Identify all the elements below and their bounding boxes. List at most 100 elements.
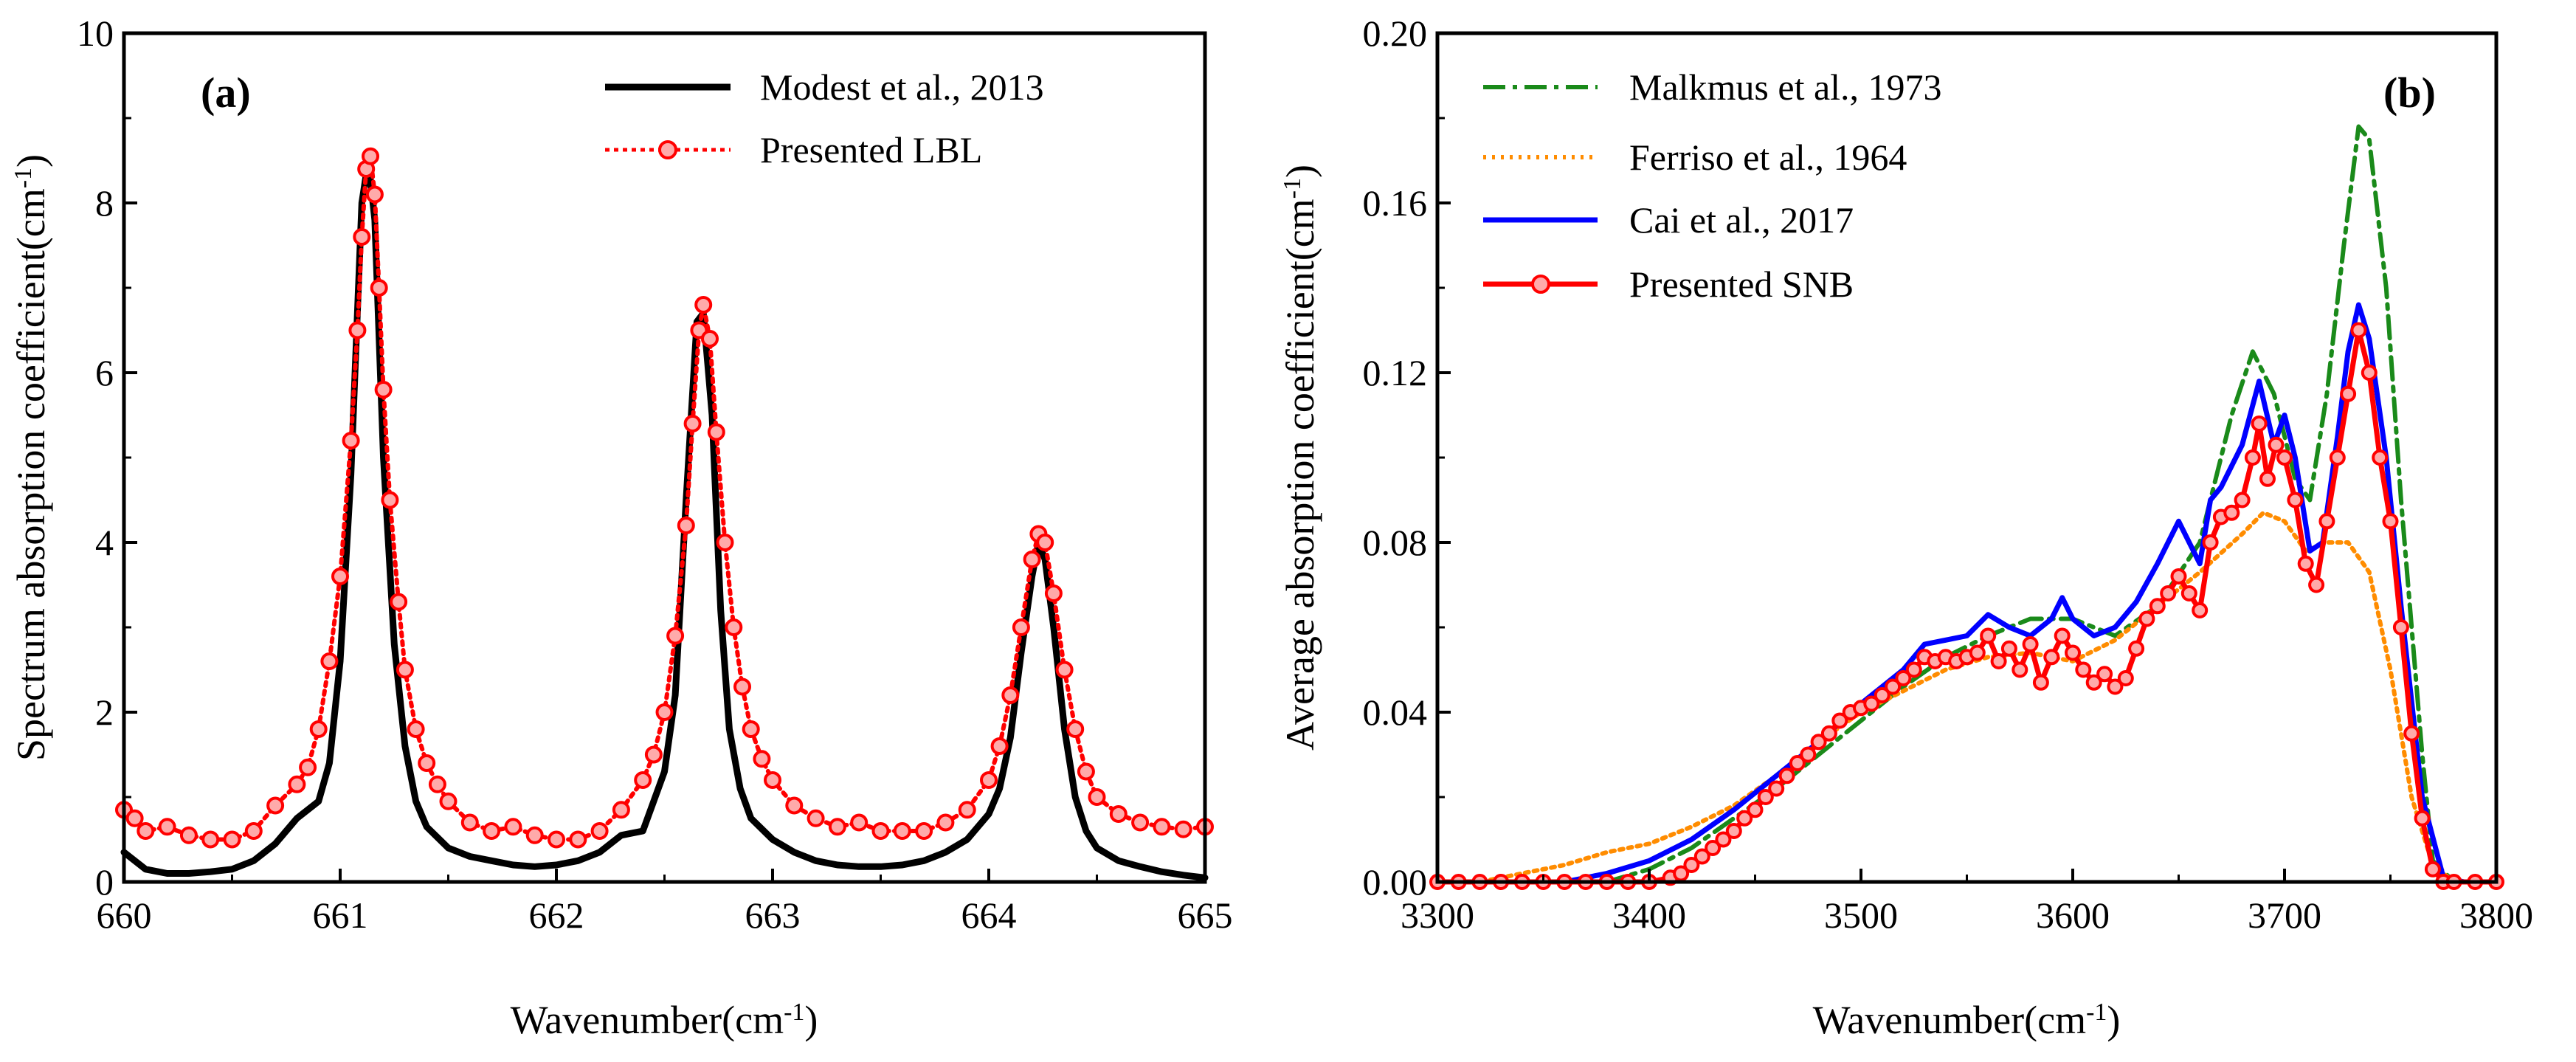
panel-b-data-point-presented-snb	[1810, 734, 1827, 751]
panel-b-data-point-presented-snb	[1990, 653, 2007, 669]
panel-b-label: (b)	[2383, 69, 2436, 117]
panel-b-data-point-presented-snb	[2223, 504, 2240, 521]
panel-a-data-point-presented-lbl	[428, 775, 446, 793]
panel-a-data-point-presented-lbl	[266, 796, 285, 815]
panel-b-data-point-presented-snb	[1715, 831, 1732, 848]
panel-b-y-tick-label: 0.08	[1363, 522, 1428, 563]
panel-a-data-point-presented-lbl	[725, 618, 743, 636]
panel-b-data-point-presented-snb	[2259, 470, 2276, 487]
panel-a-data-point-presented-lbl	[828, 818, 846, 836]
panel-a-data-point-presented-lbl	[525, 826, 544, 844]
panel-a-legend: Modest et al., 2013 Presented LBL	[605, 66, 1044, 170]
panel-a-data-point-presented-lbl	[1077, 762, 1095, 781]
panel-a-data-point-presented-lbl	[694, 296, 713, 314]
panel-b-chart: 3300 3400 3500 3600 3700 3800 0.00 0.04 0.08 0.12…	[1278, 13, 2533, 1042]
panel-a-data-point-presented-lbl	[418, 754, 436, 772]
panel-b-data-point-presented-snb	[2251, 416, 2268, 432]
panel-b-data-point-presented-snb	[1831, 712, 1848, 729]
panel-a-series-line-presented-lbl	[122, 154, 1207, 842]
panel-a-data-point-presented-lbl	[753, 750, 771, 768]
panel-a-data-point-presented-lbl	[915, 822, 933, 840]
panel-a-data-point-presented-lbl	[299, 758, 317, 776]
panel-a-data-point-presented-lbl	[1001, 686, 1020, 704]
panel-a-series-line-modest-et-al-2013	[120, 157, 1209, 881]
panel-a-data-point-presented-lbl	[381, 491, 399, 509]
panel-a-data-point-presented-lbl	[348, 321, 367, 339]
panel-a-data-point-presented-lbl	[407, 720, 425, 738]
panel-b-data-point-presented-snb	[2308, 576, 2325, 593]
panel-a-data-point-presented-lbl	[871, 822, 890, 840]
panel-a-y-tick-label: 6	[95, 352, 114, 393]
panel-a-data-point-presented-lbl	[850, 813, 869, 832]
panel-a-y-tick-label: 2	[95, 692, 114, 733]
panel-b-y-tick-label: 0.20	[1363, 13, 1428, 54]
panel-a-data-point-presented-lbl	[807, 809, 825, 827]
legend-label-lbl: Presented LBL	[760, 129, 982, 170]
panel-b-data-point-presented-snb	[2268, 436, 2285, 453]
panel-a-data-point-presented-lbl	[244, 822, 263, 840]
panel-b-data-point-presented-snb	[2022, 636, 2039, 652]
panel-a-data-point-presented-lbl	[644, 745, 663, 764]
panel-b-data-point-presented-snb	[1800, 746, 1817, 763]
panel-a-data-point-presented-lbl	[390, 593, 408, 611]
panel-a-x-tick-label: 664	[961, 894, 1017, 936]
panel-a-data-point-presented-lbl	[1055, 661, 1074, 679]
panel-b-data-point-presented-snb	[1905, 661, 1922, 678]
legend-label-snb: Presented SNB	[1629, 263, 1854, 305]
panel-a-data-point-presented-lbl	[666, 627, 685, 645]
panel-a-data-point-presented-lbl	[655, 703, 674, 721]
panel-b-data-point-presented-snb	[2160, 585, 2177, 601]
panel-b-series-line-ferriso-et-al-1964	[1435, 510, 2499, 884]
panel-b-data-point-presented-snb	[2382, 513, 2399, 530]
panel-a-data-point-presented-lbl	[396, 661, 414, 679]
panel-b-marks	[1429, 124, 2504, 890]
panel-a-data-point-presented-lbl	[785, 796, 804, 815]
panel-a-chart: 660 661 662 663 664 665 0 2 4 6 8 10 (a) Modest et …	[9, 13, 1233, 1042]
panel-a-data-point-presented-lbl	[1036, 534, 1054, 551]
panel-b-data-point-presented-snb	[1736, 810, 1753, 827]
panel-a-data-point-presented-lbl	[1044, 585, 1063, 602]
panel-b-data-point-presented-snb	[2340, 385, 2357, 402]
panel-b-data-point-presented-snb	[2424, 861, 2441, 877]
panel-b-data-point-presented-snb	[1863, 695, 1880, 712]
panel-b-y-tick-label: 0.12	[1363, 352, 1428, 393]
panel-b-series-line-presented-snb	[1434, 328, 2499, 885]
panel-a-data-point-presented-lbl	[980, 771, 998, 789]
panel-a-data-point-presented-lbl	[483, 822, 501, 840]
panel-b-x-tick-label: 3800	[2459, 894, 2533, 936]
panel-b-data-point-presented-snb	[2117, 670, 2134, 686]
legend-label-modest: Modest et al., 2013	[760, 66, 1044, 108]
panel-b-data-point-presented-snb	[2075, 661, 2092, 678]
panel-a-data-point-presented-lbl	[707, 423, 725, 441]
panel-a-data-point-presented-lbl	[1012, 618, 1030, 636]
panel-a-data-point-presented-lbl	[1109, 805, 1128, 823]
panel-b-data-point-presented-snb	[2403, 725, 2420, 742]
panel-b-data-point-presented-snb	[2128, 640, 2145, 657]
panel-a-data-point-presented-lbl	[1153, 818, 1171, 836]
panel-a-marks	[115, 147, 1214, 881]
panel-b-data-point-presented-snb	[2276, 449, 2293, 466]
panel-b-data-point-presented-snb	[1820, 725, 1837, 742]
panel-b-data-point-presented-snb	[2054, 627, 2071, 644]
panel-b-data-point-presented-snb	[1980, 627, 1997, 644]
panel-a-data-point-presented-lbl	[990, 737, 1009, 755]
panel-a-label: (a)	[201, 69, 251, 117]
panel-b-data-point-presented-snb	[1747, 801, 1764, 818]
panel-b-data-point-presented-snb	[1778, 768, 1795, 785]
panel-b-x-tick-label: 3700	[2248, 894, 2321, 936]
panel-b-data-point-presented-snb	[2350, 322, 2367, 339]
panel-a-y-tick-label: 8	[95, 182, 114, 224]
panel-b-data-point-presented-snb	[2202, 534, 2219, 551]
panel-a-data-point-presented-lbl	[764, 771, 781, 789]
panel-b-x-tick-label: 3600	[2036, 894, 2110, 936]
panel-b-y-axis-title: Average absorption coefficient(cm-1)	[1278, 165, 1322, 751]
panel-a-x-axis-title: Wavenumber(cm-1)	[511, 998, 818, 1042]
panel-b-data-point-presented-snb	[2372, 449, 2389, 466]
panel-b-data-point-presented-snb	[2012, 661, 2028, 678]
panel-a-data-point-presented-lbl	[309, 720, 328, 738]
panel-a-data-point-presented-lbl	[548, 830, 565, 849]
legend-marker-snb	[1531, 275, 1550, 294]
legend-label-cai: Cai et al., 2017	[1629, 199, 1854, 241]
panel-b-data-point-presented-snb	[2096, 666, 2113, 683]
